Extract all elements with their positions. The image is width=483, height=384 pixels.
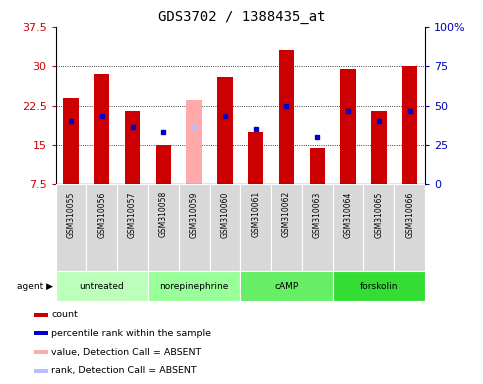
Bar <box>217 77 233 184</box>
Text: GSM310057: GSM310057 <box>128 191 137 238</box>
Bar <box>56 184 86 271</box>
Text: GSM310058: GSM310058 <box>159 191 168 237</box>
Bar <box>34 313 48 317</box>
Text: agent ▶: agent ▶ <box>17 281 53 291</box>
Text: percentile rank within the sample: percentile rank within the sample <box>51 329 211 338</box>
Text: rank, Detection Call = ABSENT: rank, Detection Call = ABSENT <box>51 366 197 375</box>
Bar <box>402 66 417 184</box>
Bar <box>34 369 48 373</box>
Text: GSM310066: GSM310066 <box>405 191 414 238</box>
Bar <box>34 350 48 354</box>
Text: GSM310064: GSM310064 <box>343 191 353 238</box>
Text: GSM310056: GSM310056 <box>97 191 106 238</box>
Bar <box>156 145 171 184</box>
Text: GSM310060: GSM310060 <box>220 191 229 238</box>
Text: value, Detection Call = ABSENT: value, Detection Call = ABSENT <box>51 348 201 357</box>
Bar <box>186 100 202 184</box>
Bar <box>279 50 294 184</box>
Bar <box>240 271 333 301</box>
Text: GSM310061: GSM310061 <box>251 191 260 237</box>
Text: GSM310062: GSM310062 <box>282 191 291 237</box>
Text: GDS3702 / 1388435_at: GDS3702 / 1388435_at <box>158 10 325 23</box>
Bar <box>341 69 356 184</box>
Text: count: count <box>51 310 78 319</box>
Bar <box>248 132 263 184</box>
Bar <box>56 271 148 301</box>
Text: GSM310063: GSM310063 <box>313 191 322 238</box>
Bar <box>148 271 241 301</box>
Bar <box>333 184 364 271</box>
Bar <box>310 147 325 184</box>
Bar <box>63 98 79 184</box>
Text: GSM310065: GSM310065 <box>374 191 384 238</box>
Bar <box>179 184 210 271</box>
Bar <box>34 331 48 335</box>
Text: norepinephrine: norepinephrine <box>159 281 229 291</box>
Bar <box>125 111 140 184</box>
Text: GSM310055: GSM310055 <box>67 191 75 238</box>
Text: forskolin: forskolin <box>360 281 398 291</box>
Bar <box>271 184 302 271</box>
Text: GSM310059: GSM310059 <box>190 191 199 238</box>
Bar <box>364 184 394 271</box>
Bar <box>394 184 425 271</box>
Bar <box>240 184 271 271</box>
Bar <box>210 184 240 271</box>
Bar <box>148 184 179 271</box>
Bar <box>86 184 117 271</box>
Bar <box>371 111 386 184</box>
Bar <box>333 271 425 301</box>
Text: untreated: untreated <box>79 281 124 291</box>
Bar <box>117 184 148 271</box>
Bar <box>94 74 110 184</box>
Bar <box>302 184 333 271</box>
Text: cAMP: cAMP <box>274 281 298 291</box>
